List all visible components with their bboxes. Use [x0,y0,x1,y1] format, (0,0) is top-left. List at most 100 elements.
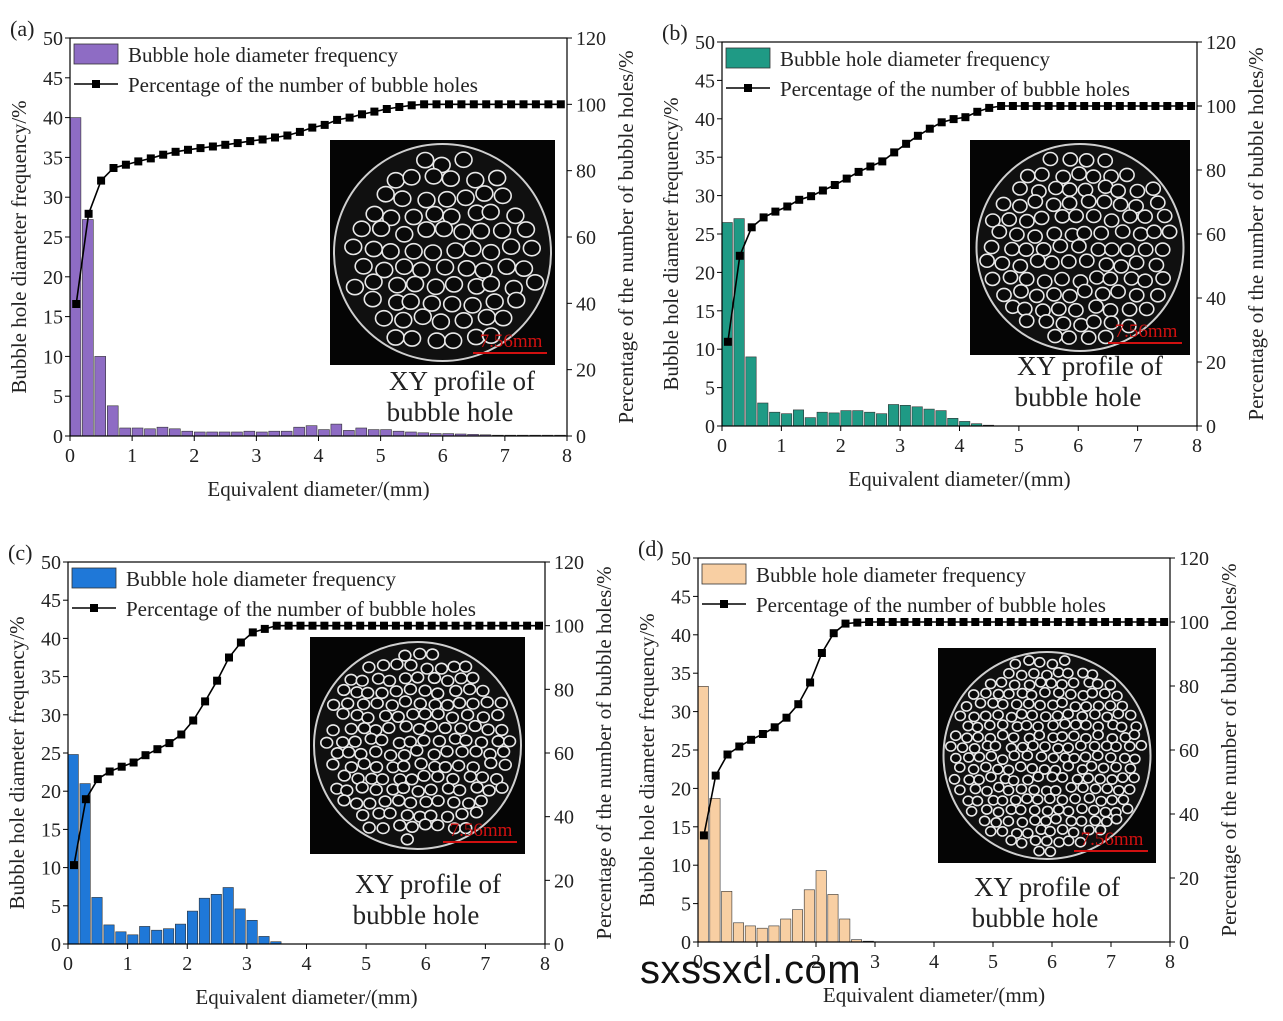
cumulative-point [380,621,388,630]
inset-bubble-cell [1119,167,1135,183]
x-tick-label: 8 [562,445,572,467]
x-tick-label: 4 [302,953,312,975]
y-tick-label: 10 [695,339,715,361]
frequency-bar [187,910,199,945]
inset-bubble-cell [431,819,445,832]
y-tick-label: 35 [671,663,691,685]
x-tick-label: 0 [65,445,75,467]
cumulative-point [935,618,944,626]
inset-bubble-cell [1103,213,1120,228]
inset-bubble-cell [1013,283,1029,299]
y-tick-label: 20 [671,778,691,800]
cumulative-point [382,105,391,113]
inset-bubble-cell [963,774,976,786]
inset-bubble-cell [382,674,397,687]
inset-bubble-cell [1041,835,1053,847]
inset-bubble-cell [1089,783,1102,795]
inset-bubble-cell [1039,686,1051,698]
inset-bubble-cell [1012,258,1029,274]
inset-bubble-cell [1031,794,1044,805]
cumulative-point [221,140,230,149]
inset-bubble-cell [1008,679,1021,691]
inset-bubble-cell [1016,687,1029,699]
inset-bubble-cell [441,674,455,687]
inset-bubble-cell [992,806,1005,818]
inset-bubble-cell [344,722,358,735]
inset-bubble-cell [342,746,356,759]
inset-bubble-cell [1149,195,1166,210]
inset-bubble-cell [418,818,432,831]
frequency-bar [91,897,103,945]
cumulative-point [961,113,970,122]
cumulative-point [295,127,304,136]
cumulative-point [1101,618,1110,626]
y-tick-label: 30 [43,187,63,209]
cumulative-point [865,618,874,626]
inset-bubble-cell [1128,729,1141,740]
x-tick-label: 0 [693,951,703,973]
inset-bubble-cell [375,733,389,747]
cumulative-point [924,618,933,626]
inset-bubble-cell [980,687,992,699]
inset-bubble-cell [1005,804,1018,815]
inset-bubble-cell [1033,729,1046,741]
inset-bubble-cell [1121,302,1138,317]
inset-bubble-cell [1076,803,1088,814]
inset-bubble-cell [1071,238,1087,254]
inset-bubble-cell [1088,740,1101,752]
cumulative-point [1008,102,1017,110]
inset-bubble-cell [432,734,447,748]
inset-bubble-cell [1038,313,1055,329]
inset-bubble-cell [475,771,490,784]
inset-bubble-cell [425,648,440,661]
inset-bubble-cell [1115,721,1128,733]
cumulative-point [177,730,186,739]
inset-bubble-cell [1012,181,1028,196]
inset-bubble-cell [417,221,436,238]
inset-bubble-cell [1015,837,1028,849]
y2-tick-label: 0 [1179,932,1189,954]
y-tick-label: 25 [695,224,715,246]
inset-bubble-cell [968,743,981,754]
cumulative-point [1139,102,1148,110]
inset-bubble-cell [431,794,445,807]
inset-bubble-cell [374,309,394,327]
inset-bubble-cell [1052,804,1065,815]
cumulative-point [900,618,909,626]
cumulative-point [439,621,448,630]
inset-caption-line-2: bubble hole [387,397,514,427]
inset-bubble-cell [980,761,992,773]
legend-label-frequency: Bubble hole diameter frequency [126,567,396,591]
cumulative-point [511,621,520,630]
cumulative-point [165,739,174,748]
y-tick-label: 15 [43,307,63,329]
inset-bubble-cell [984,678,997,690]
inset-bubble-cell [995,196,1012,212]
inset-bubble-cell [400,833,414,846]
inset-bubble-cell [968,711,980,723]
inset-bubble-cell [352,220,371,238]
inset-bubble-cell [446,242,465,259]
inset-bubble-cell [1028,668,1040,679]
inset-bubble-cell [1028,804,1041,816]
inset-bubble-cell [406,708,420,721]
y2-tick-label: 40 [1179,804,1199,826]
inset-bubble-cell [1099,806,1112,818]
inset-bubble-cell [340,784,354,797]
inset-bubble-cell [1034,699,1046,711]
inset-bubble-cell [369,783,383,796]
x-tick-label: 4 [314,445,324,467]
frequency-bar [139,926,151,945]
inset-bubble-cell [953,762,966,773]
cumulative-point [973,107,982,116]
inset-bubble-cell [491,734,505,748]
cumulative-point [246,137,255,146]
inset-bubble-cell [481,327,501,344]
inset-bubble-cell [376,822,390,835]
inset-bubble-cell [1154,242,1171,257]
inset-bubble-cell [457,259,476,277]
cumulative-point [523,621,532,630]
inset-bubble-cell [1044,825,1056,837]
y2-tick-label: 60 [1179,740,1199,762]
inset-bubble-cell [370,697,384,710]
